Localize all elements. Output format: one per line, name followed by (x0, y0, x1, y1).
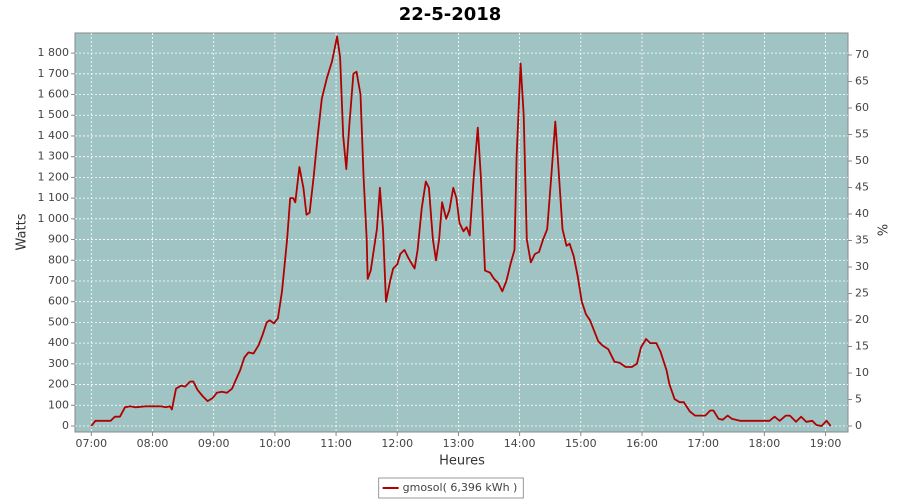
y-tick-label: 1 500 (38, 108, 70, 121)
x-axis-title: Heures (439, 454, 485, 469)
y2-tick-label: 0 (855, 419, 862, 432)
y-axis-title: Watts (15, 213, 30, 250)
y2-tick-label: 50 (855, 154, 869, 167)
data-line (90, 35, 832, 427)
legend-box (378, 477, 524, 499)
y-tick-label: 1 200 (38, 170, 70, 183)
legend-label: gmosol( 6,396 kWh ) (403, 481, 518, 494)
y-tick-label: 1 400 (38, 129, 70, 142)
y2-tick-label: 70 (855, 48, 869, 61)
legend: gmosol( 6,396 kWh ) (378, 477, 524, 499)
y-tick-label: 800 (48, 253, 69, 266)
y-tick-label: 0 (62, 419, 69, 432)
y-tick-label: 1 600 (38, 88, 70, 101)
x-tick-label: 14:00 (504, 437, 536, 450)
x-tick-label: 13:00 (443, 437, 475, 450)
y2-tick-label: 45 (855, 181, 869, 194)
y2-axis-title: % (874, 224, 889, 236)
y2-tick-label: 30 (855, 260, 869, 273)
y2-tick-label: 25 (855, 287, 869, 300)
y2-tick-label: 20 (855, 313, 869, 326)
y-tick-label: 100 (48, 398, 69, 411)
y-tick-label: 200 (48, 378, 69, 391)
x-tick-label: 07:00 (75, 437, 107, 450)
x-tick-label: 10:00 (259, 437, 291, 450)
y-tick-label: 1 700 (38, 67, 70, 80)
plot-area (74, 32, 849, 433)
y-tick-label: 700 (48, 274, 69, 287)
x-tick-label: 15:00 (565, 437, 597, 450)
chart-title: 22-5-2018 (399, 4, 502, 25)
y-tick-label: 300 (48, 357, 69, 370)
y-tick-label: 1 100 (38, 191, 70, 204)
y-tick-label: 1 000 (38, 212, 70, 225)
x-tick-label: 08:00 (137, 437, 169, 450)
y2-tick-label: 15 (855, 340, 869, 353)
x-tick-label: 17:00 (687, 437, 719, 450)
x-tick-label: 19:00 (810, 437, 842, 450)
y-tick-label: 400 (48, 336, 69, 349)
y2-tick-label: 10 (855, 366, 869, 379)
y2-tick-label: 35 (855, 234, 869, 247)
y-tick-label: 500 (48, 315, 69, 328)
x-tick-label: 12:00 (381, 437, 413, 450)
x-tick-label: 16:00 (626, 437, 658, 450)
y-tick-label: 1 800 (38, 46, 70, 59)
y2-tick-label: 65 (855, 74, 869, 87)
y2-tick-label: 60 (855, 101, 869, 114)
y-tick-label: 900 (48, 233, 69, 246)
x-tick-label: 11:00 (320, 437, 352, 450)
y2-tick-label: 55 (855, 127, 869, 140)
y2-tick-label: 40 (855, 207, 869, 220)
y2-tick-label: 5 (855, 393, 862, 406)
y-tick-label: 600 (48, 295, 69, 308)
x-tick-label: 09:00 (198, 437, 230, 450)
y-tick-label: 1 300 (38, 150, 70, 163)
x-tick-label: 18:00 (749, 437, 781, 450)
